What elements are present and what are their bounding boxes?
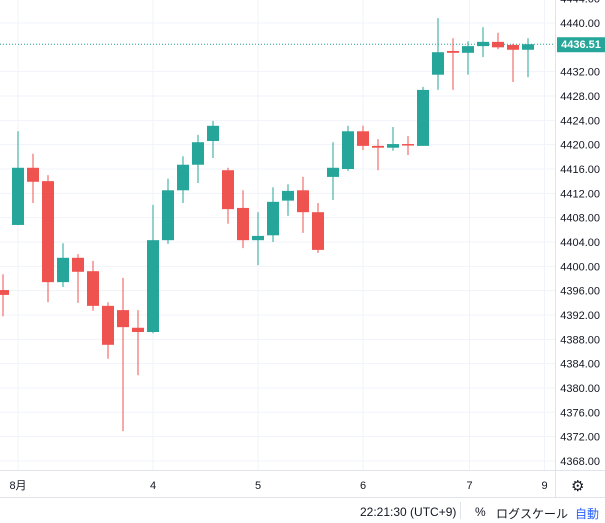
gear-icon[interactable]: ⚙	[571, 478, 585, 495]
price-tick-label: 4404.00	[560, 237, 600, 249]
candle-body	[387, 144, 399, 148]
candle-body	[72, 257, 84, 272]
price-tick-label: 4424.00	[560, 115, 600, 127]
candle-body	[522, 44, 534, 50]
price-tick-label: 4380.00	[560, 383, 600, 395]
candlestick-chart[interactable]: 4444.00 4440.00 4432.00 4428.00 4424.00 4420.…	[0, 0, 605, 497]
candle-body	[0, 290, 9, 295]
candle-body	[267, 201, 279, 236]
price-tick-label: 4420.00	[560, 140, 600, 152]
candle-body	[12, 167, 24, 225]
candle-body	[477, 41, 489, 47]
candle-body	[87, 271, 99, 306]
price-tick-label: 4368.00	[560, 456, 600, 468]
candle-body	[447, 50, 459, 53]
price-tick-label: 4376.00	[560, 407, 600, 419]
candle-body	[327, 167, 339, 177]
candle-body	[102, 305, 114, 345]
candle-body	[42, 181, 54, 283]
time-tick-label: 8月	[9, 480, 26, 492]
price-tick-label: 4372.00	[560, 432, 600, 444]
candle-body	[372, 145, 384, 148]
candle-body	[222, 170, 234, 210]
time-tick-label: 4	[150, 480, 156, 492]
last-price-label: 4436.51	[561, 39, 601, 51]
candle-body	[177, 164, 189, 191]
candle-body	[162, 190, 174, 241]
price-tick-label: 4440.00	[560, 18, 600, 30]
candle-body	[192, 142, 204, 165]
candle-body	[312, 212, 324, 250]
time-tick-label: 5	[255, 480, 261, 492]
candle-body	[57, 257, 69, 283]
candle-body	[27, 167, 39, 182]
candle-body	[282, 190, 294, 201]
price-tick-label: 4392.00	[560, 310, 600, 322]
candle-body	[342, 131, 354, 169]
status-bar: 22:21:30 (UTC+9) % ログスケール 自動	[0, 497, 605, 523]
price-tick-label: 4388.00	[560, 334, 600, 346]
price-tick-label: 4444.00	[560, 0, 600, 6]
price-tick-label: 4396.00	[560, 286, 600, 298]
price-tick-label: 4416.00	[560, 164, 600, 176]
price-tick-label: 4412.00	[560, 188, 600, 200]
last-price-badge	[557, 37, 605, 53]
auto-scale-button[interactable]: 自動	[575, 507, 600, 521]
percent-button[interactable]: %	[475, 505, 486, 519]
price-tick-label: 4432.00	[560, 67, 600, 79]
time-tick-label: 6	[360, 480, 366, 492]
price-tick-label: 4400.00	[560, 261, 600, 273]
candle-body	[237, 207, 249, 241]
time-tick-label: 9	[541, 480, 547, 492]
price-tick-label: 4384.00	[560, 359, 600, 371]
candle-body	[357, 131, 369, 146]
candle-body	[402, 144, 414, 146]
log-scale-button[interactable]: ログスケール	[496, 507, 569, 521]
clock-time: 22:21:30 (UTC+9)	[360, 505, 457, 519]
price-tick-label: 4428.00	[560, 91, 600, 103]
candle-body	[462, 46, 474, 53]
candle-body	[147, 240, 159, 333]
candle-body	[417, 89, 429, 146]
candle-body	[492, 41, 504, 48]
candle-body	[132, 327, 144, 333]
time-tick-label: 7	[466, 480, 472, 492]
candle-body	[117, 310, 129, 328]
divider	[460, 502, 461, 519]
candle-body	[297, 190, 309, 213]
candle-body	[507, 44, 519, 50]
price-tick-label: 4408.00	[560, 213, 600, 225]
candle-body	[207, 125, 219, 142]
candle-body	[252, 235, 264, 241]
candle-body	[432, 52, 444, 75]
